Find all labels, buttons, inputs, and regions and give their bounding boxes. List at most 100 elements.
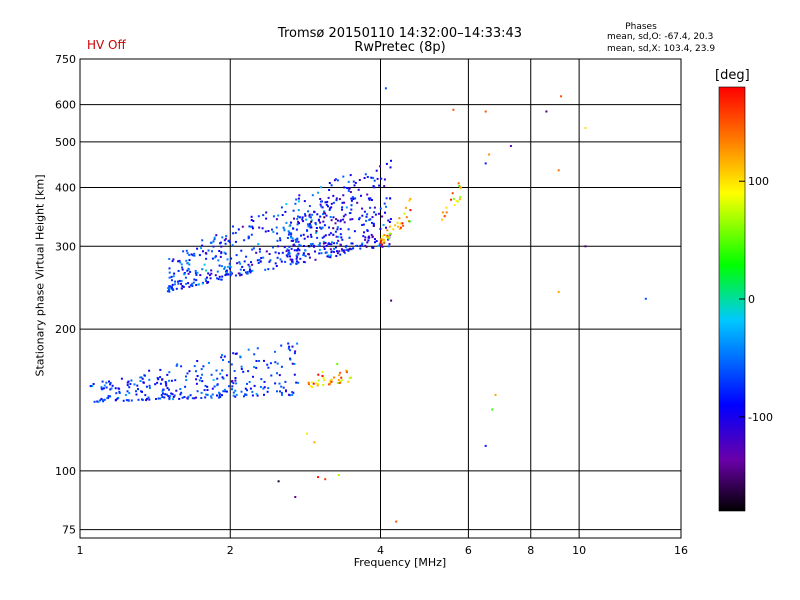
data-point (156, 377, 159, 379)
data-point (213, 238, 216, 241)
data-point (326, 200, 329, 203)
data-point (316, 213, 319, 216)
data-point (97, 400, 100, 403)
data-point (296, 254, 299, 257)
data-point (557, 290, 560, 293)
data-point (170, 379, 173, 382)
data-point (336, 226, 339, 229)
data-point (280, 206, 283, 209)
data-point (349, 174, 352, 177)
data-point (329, 232, 332, 235)
data-point (148, 398, 151, 401)
data-point (251, 394, 254, 397)
data-point (343, 186, 346, 189)
data-point (263, 359, 265, 362)
data-point (339, 371, 342, 374)
data-point (337, 239, 340, 242)
data-point (269, 362, 272, 365)
data-point (203, 389, 206, 392)
data-point (219, 372, 222, 375)
data-point (285, 221, 288, 224)
data-point (408, 199, 411, 202)
data-point (173, 394, 176, 397)
data-point (313, 441, 316, 444)
data-point (114, 399, 117, 402)
data-point (310, 244, 313, 247)
data-point (361, 244, 364, 247)
y-tick-label: 300 (55, 240, 76, 253)
data-point (339, 253, 342, 256)
data-point (226, 265, 229, 268)
y-tick-label: 750 (55, 53, 76, 66)
data-point (327, 205, 329, 208)
data-point (147, 396, 150, 399)
data-point (267, 230, 270, 232)
data-point (360, 194, 362, 197)
data-point (317, 476, 320, 479)
data-point (180, 287, 183, 290)
data-point (338, 198, 341, 201)
data-point (251, 269, 254, 272)
data-point (322, 240, 325, 243)
data-point (202, 365, 205, 368)
data-point (278, 374, 281, 377)
data-point (371, 235, 374, 238)
data-point (291, 362, 294, 365)
data-point (327, 383, 330, 386)
data-point (347, 380, 350, 383)
data-point (114, 387, 117, 390)
data-point (145, 399, 148, 402)
data-point (265, 217, 268, 220)
data-point (263, 380, 266, 383)
data-point (303, 200, 306, 203)
data-point (214, 255, 217, 258)
data-point (315, 230, 318, 233)
data-point (329, 207, 332, 210)
data-point (260, 378, 263, 381)
data-point (157, 378, 160, 381)
data-point (307, 253, 310, 255)
data-point (322, 376, 325, 379)
data-point (349, 376, 352, 379)
data-point (309, 224, 312, 227)
data-point (221, 236, 224, 239)
data-point (238, 261, 241, 264)
data-point (177, 282, 180, 285)
data-point (330, 219, 333, 222)
data-point (375, 169, 378, 172)
data-point (103, 398, 106, 401)
data-point (203, 263, 206, 266)
data-point (180, 263, 183, 266)
data-point (126, 390, 129, 393)
y-tick-label: 100 (55, 465, 76, 478)
data-point (488, 153, 491, 156)
data-point (369, 206, 372, 209)
data-point (239, 274, 242, 277)
data-point (171, 260, 174, 263)
data-point (484, 110, 487, 113)
data-point (451, 192, 454, 195)
data-point (334, 230, 337, 233)
data-point (308, 256, 311, 259)
data-point (328, 226, 330, 229)
data-point (263, 386, 266, 389)
data-point (185, 259, 188, 262)
data-point (295, 260, 298, 263)
chart-title: Tromsø 20150110 14:32:00–14:33:43 (277, 26, 523, 41)
data-point (293, 244, 296, 247)
data-point (166, 373, 169, 376)
data-point (90, 385, 93, 387)
data-point (159, 382, 162, 385)
data-point (276, 372, 278, 375)
data-point (299, 257, 302, 260)
data-point (209, 241, 212, 244)
data-point (208, 274, 211, 277)
data-point (290, 239, 293, 242)
data-point (165, 382, 168, 385)
data-point (201, 239, 204, 242)
data-point (225, 235, 228, 238)
data-point (388, 243, 391, 246)
data-point (306, 223, 309, 226)
data-point (319, 198, 322, 200)
data-point (125, 399, 128, 402)
